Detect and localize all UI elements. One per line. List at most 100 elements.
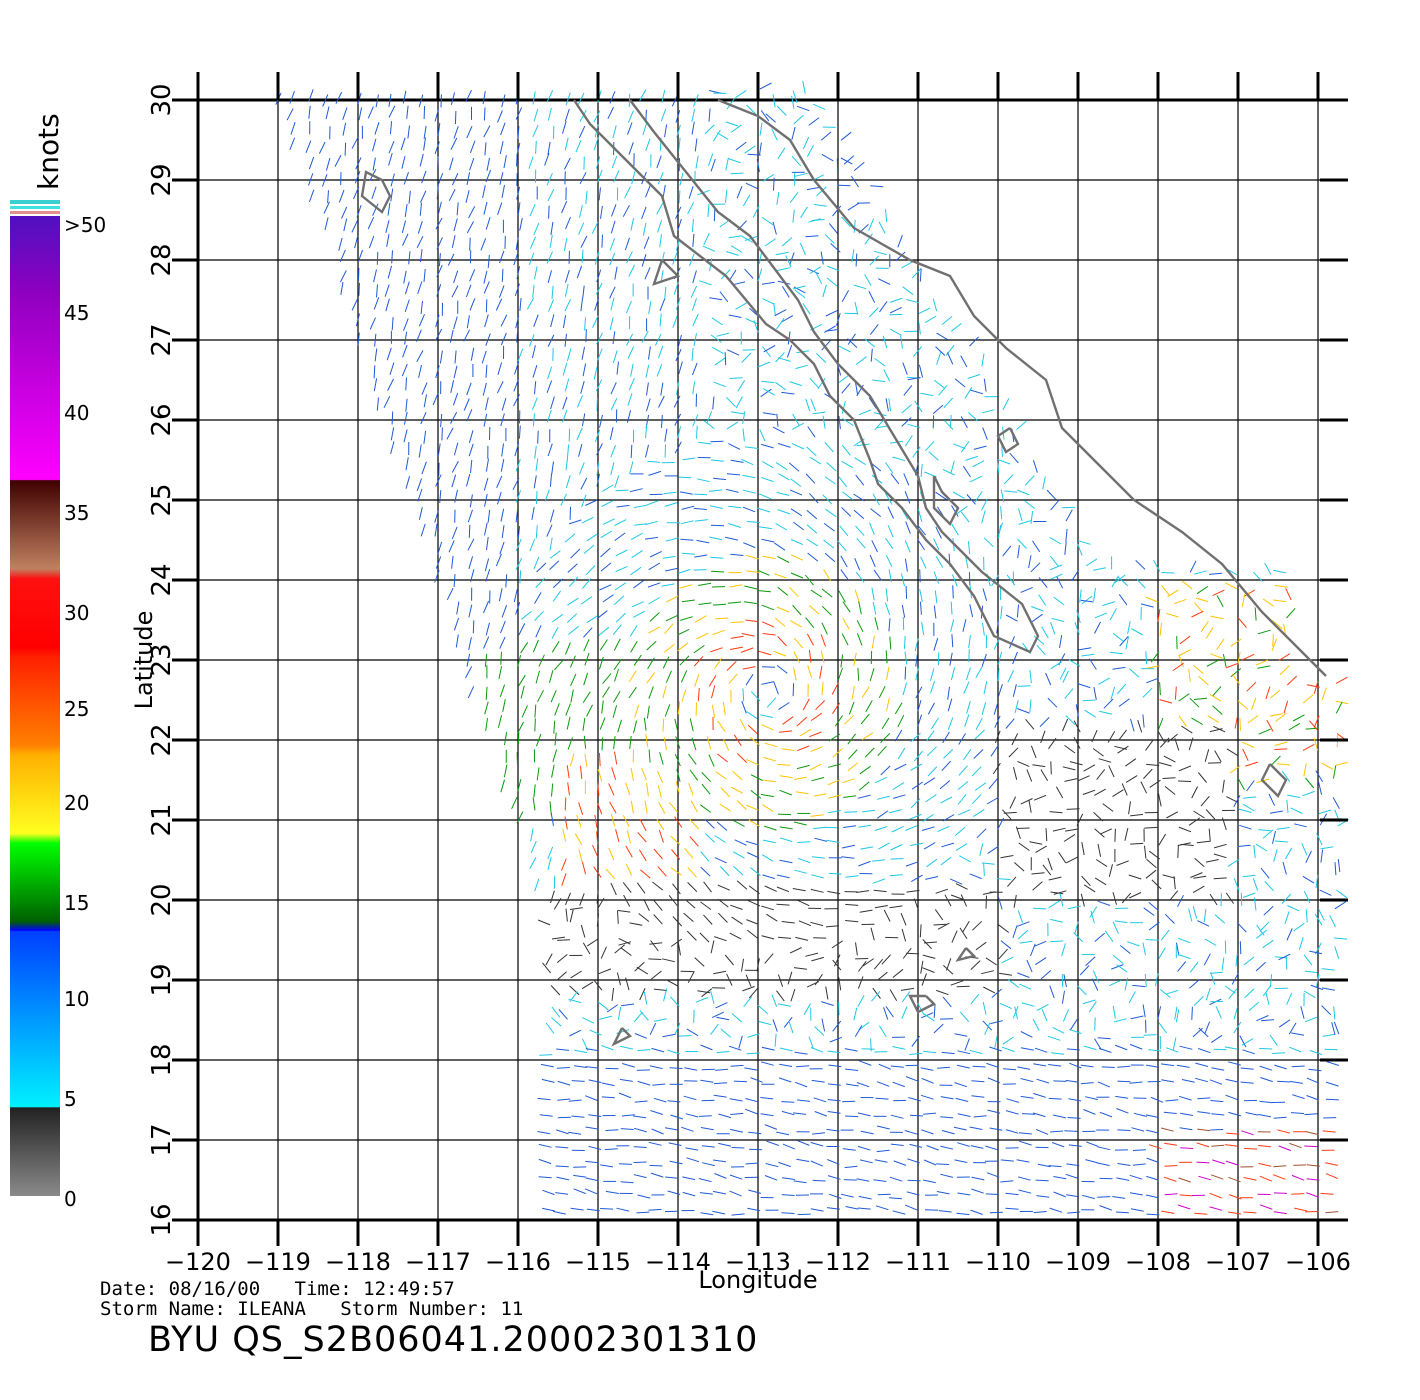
wind-barb [564,137,569,151]
colorbar-label: 20 [64,791,89,815]
wind-barb [1099,1205,1112,1211]
wind-barb [374,333,377,347]
wind-barb [484,493,488,507]
wind-barb [468,206,476,219]
wind-barb [789,252,795,265]
wind-barb [1145,939,1159,941]
wind-barb [653,1097,667,1103]
wind-barb [454,350,457,364]
wind-barb [874,826,888,831]
wind-barb [1082,999,1096,1005]
wind-barb [500,620,506,634]
wind-barb [857,1207,871,1210]
wind-barb [1237,844,1251,847]
wind-barb [1196,585,1209,595]
wind-barb [913,898,920,911]
wind-barb [1277,1129,1290,1134]
wind-barb [515,602,521,615]
wind-barb [1033,1211,1047,1214]
wind-barb [857,1112,871,1117]
wind-barb [566,765,570,779]
wind-barb [1224,1046,1238,1050]
wind-barb [842,418,854,427]
wind-barb [373,365,376,379]
wind-barb [763,388,775,396]
wind-barb [764,238,776,247]
wind-barb [886,666,890,680]
wind-barb [793,1180,807,1184]
wind-barb [1259,921,1270,932]
wind-barb [950,601,953,615]
wind-barb [963,681,970,694]
wind-barb [873,889,887,893]
wind-barb [1076,543,1083,556]
wind-barb [665,567,679,572]
wind-barb [1137,719,1143,733]
wind-barb [1142,687,1153,698]
wind-barb [926,746,937,757]
wind-barb [1012,1006,1019,1019]
wind-barb [1005,1192,1019,1196]
wind-barb [992,762,1001,775]
wind-barb [1278,1019,1291,1028]
wind-barb [1048,1064,1062,1067]
wind-barb [914,400,923,413]
wind-barb [1212,1159,1225,1165]
lon-tick-label: −112 [805,1248,871,1276]
wind-barb [1321,687,1327,701]
wind-barb [854,1025,863,1037]
wind-barb [726,473,741,476]
wind-barb [1037,1163,1051,1168]
wind-barb [486,537,489,551]
wind-barb [799,728,812,737]
wind-barb [681,599,695,603]
wind-barb [388,105,396,118]
wind-barb [919,268,922,282]
wind-barb [1258,1162,1272,1167]
wind-barb [662,1033,676,1038]
wind-barb [1065,1079,1079,1083]
wind-barb [699,932,710,943]
wind-barb [691,737,697,751]
wind-barb [729,1174,743,1180]
wind-barb [612,125,617,139]
wind-barb [794,1051,808,1055]
wind-barb [584,317,586,331]
wind-barb [921,973,927,986]
wind-barb [775,522,788,531]
wind-barb [1050,555,1059,567]
wind-barb [954,1159,968,1163]
wind-barb [841,460,853,469]
wind-barb [982,1001,987,1015]
wind-barb [1049,536,1062,545]
wind-barb [742,666,756,670]
wind-barb [985,957,997,966]
wind-barb [1273,848,1278,862]
wind-barb [1194,697,1208,700]
wind-barb [841,382,851,394]
wind-barb [664,286,667,300]
wind-barb [1284,911,1290,924]
wind-barb [1304,1016,1318,1023]
wind-barb [653,988,667,991]
wind-barb [1033,794,1047,801]
wind-barb [1253,897,1257,911]
wind-barb [627,122,633,135]
wind-barb [841,290,850,302]
wind-barb [533,222,540,236]
wind-barb [730,646,743,650]
wind-barb [504,732,508,746]
wind-barb [759,122,763,136]
wind-barb [516,186,521,200]
wind-barb [960,441,970,453]
wind-barb [1289,1142,1302,1149]
wind-barb [735,89,747,99]
wind-barb [1151,879,1162,890]
wind-barb [876,1149,890,1153]
wind-barb [774,542,786,551]
wind-barb [871,990,881,1002]
wind-barb [1239,1035,1247,1048]
wind-barb [1157,1006,1162,1020]
wind-barb [917,1002,925,1015]
